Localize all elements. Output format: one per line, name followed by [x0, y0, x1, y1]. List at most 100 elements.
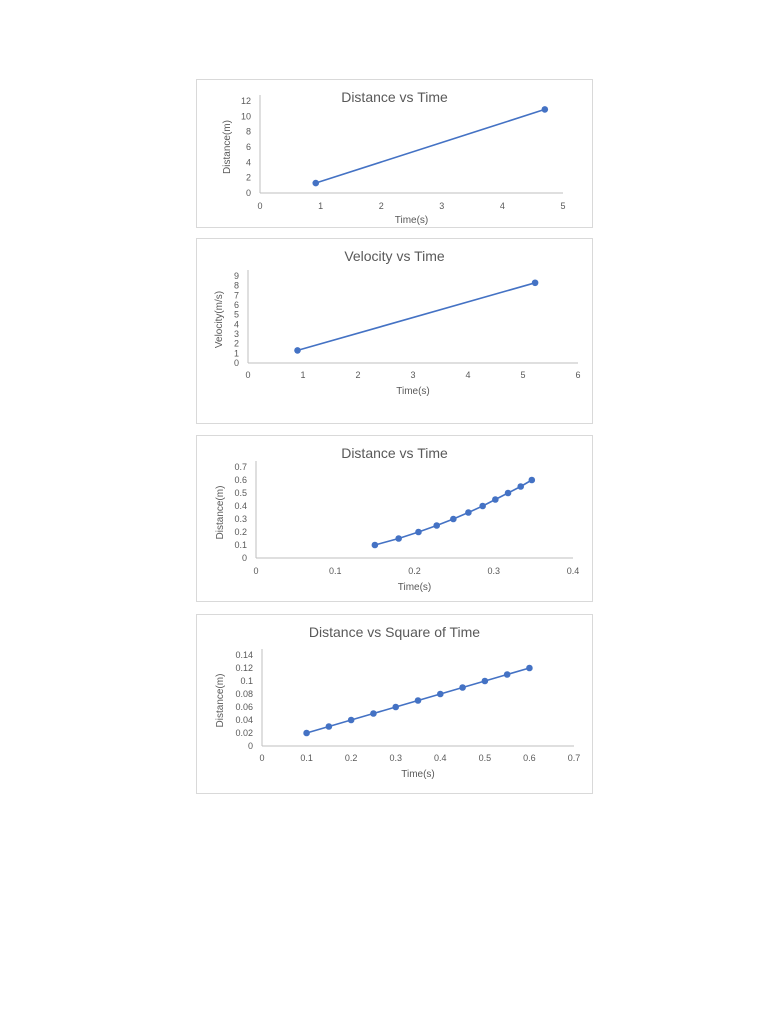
chart-title: Distance vs Time	[341, 445, 448, 461]
data-point	[294, 347, 301, 354]
x-tick-label: 2	[355, 370, 360, 380]
y-tick-label: 0.1	[234, 540, 247, 550]
data-point	[481, 677, 489, 685]
x-tick-label: 4	[465, 370, 470, 380]
y-tick-label: 0.1	[240, 676, 253, 686]
y-tick-label: 4	[234, 319, 239, 329]
y-axis-title: Distance(m)	[222, 120, 233, 174]
y-tick-label: 0.04	[235, 715, 253, 725]
y-tick-label: 0.08	[235, 689, 253, 699]
x-tick-label: 0.4	[434, 753, 447, 763]
x-tick-label: 0	[245, 370, 250, 380]
x-tick-label: 0.1	[300, 753, 313, 763]
chart-title: Distance vs Square of Time	[309, 624, 480, 640]
y-tick-label: 0.4	[234, 501, 247, 511]
y-tick-label: 1	[234, 348, 239, 358]
x-tick-label: 0.4	[567, 566, 580, 576]
x-tick-label: 3	[410, 370, 415, 380]
chart-panel-distance-time: Distance vs Time 0 2 4 6 8 10 12 0 1 2 3 4 5 Time(s) Di…	[196, 79, 593, 228]
x-tick-label: 5	[560, 201, 565, 211]
data-point	[459, 684, 466, 691]
data-point	[479, 502, 486, 510]
y-tick-label: 8	[246, 127, 251, 137]
data-point	[436, 690, 444, 698]
y-tick-label: 0	[248, 741, 253, 751]
data-point	[503, 671, 511, 678]
x-tick-label: 4	[500, 201, 505, 211]
x-tick-label: 3	[439, 201, 444, 211]
y-tick-label: 0.2	[234, 527, 247, 537]
x-tick-label: 0.6	[523, 753, 536, 763]
data-point	[526, 664, 533, 672]
x-tick-label: 0.5	[479, 753, 492, 763]
y-tick-label: 6	[246, 142, 251, 152]
y-tick-label: 0.12	[235, 663, 253, 673]
data-point	[517, 483, 524, 490]
data-point	[414, 697, 422, 704]
chart-distance-time-2: Distance vs Time 0 0.1 0.2 0.3 0.4 0.5 0.6 0.7 0 0…	[215, 445, 580, 593]
data-point	[415, 528, 422, 536]
x-tick-label: 0.2	[408, 566, 421, 576]
y-tick-label: 0	[242, 553, 247, 563]
data-point	[312, 179, 320, 187]
series-line	[297, 282, 536, 352]
y-tick-label: 7	[234, 290, 239, 300]
y-tick-label: 0	[246, 188, 251, 198]
y-tick-label: 4	[246, 157, 251, 167]
data-point	[392, 703, 400, 711]
data-point	[303, 729, 310, 737]
x-tick-label: 1	[318, 201, 323, 211]
data-point	[395, 535, 402, 542]
data-point	[347, 716, 355, 724]
data-point	[531, 279, 539, 287]
data-point	[433, 522, 440, 529]
y-tick-label: 2	[234, 339, 239, 349]
data-point	[528, 476, 536, 484]
data-point	[325, 723, 333, 730]
x-tick-label: 0.1	[329, 566, 342, 576]
y-tick-label: 0.14	[235, 650, 253, 660]
x-tick-label: 2	[379, 201, 384, 211]
data-point	[541, 106, 549, 113]
data-point	[465, 509, 472, 516]
chart-panel-distance-square-time: Distance vs Square of Time 0 0.02 0.04 0.06 0…	[196, 614, 593, 794]
data-point	[450, 515, 457, 523]
y-axis-title: Distance(m)	[215, 486, 226, 540]
y-tick-label: 6	[234, 300, 239, 310]
data-point	[371, 541, 379, 549]
data-point	[370, 710, 377, 717]
y-tick-label: 0	[234, 358, 239, 368]
y-tick-label: 0.06	[235, 702, 253, 712]
y-tick-label: 10	[241, 111, 251, 121]
x-tick-label: 0	[257, 201, 262, 211]
chart-title: Velocity vs Time	[344, 248, 445, 264]
x-tick-label: 6	[575, 370, 580, 380]
x-tick-label: 5	[520, 370, 525, 380]
x-tick-label: 0.3	[487, 566, 500, 576]
x-axis-title: Time(s)	[398, 582, 432, 593]
x-tick-label: 0.2	[345, 753, 358, 763]
y-tick-label: 5	[234, 310, 239, 320]
y-tick-label: 0.02	[235, 728, 253, 738]
y-tick-label: 0.7	[234, 462, 247, 472]
x-tick-label: 0	[253, 566, 258, 576]
data-point	[504, 489, 512, 497]
x-axis-title: Time(s)	[401, 769, 435, 780]
data-point	[492, 496, 499, 503]
series-line	[315, 108, 546, 184]
y-tick-label: 12	[241, 96, 251, 106]
y-tick-label: 9	[234, 271, 239, 281]
y-axis-title: Distance(m)	[215, 674, 226, 728]
x-tick-label: 0.7	[568, 753, 581, 763]
x-tick-label: 0.3	[389, 753, 402, 763]
x-axis-title: Time(s)	[396, 386, 430, 397]
chart-title: Distance vs Time	[341, 89, 448, 105]
chart-distance-square-time: Distance vs Square of Time 0 0.02 0.04 0.06 0…	[215, 624, 581, 780]
chart-panel-distance-time-2: Distance vs Time 0 0.1 0.2 0.3 0.4 0.5 0.6 0.7 0 0…	[196, 435, 593, 602]
y-tick-label: 0.6	[234, 475, 247, 485]
y-tick-label: 3	[234, 329, 239, 339]
y-tick-label: 0.5	[234, 488, 247, 498]
y-axis-title: Velocity(m/s)	[214, 291, 225, 348]
